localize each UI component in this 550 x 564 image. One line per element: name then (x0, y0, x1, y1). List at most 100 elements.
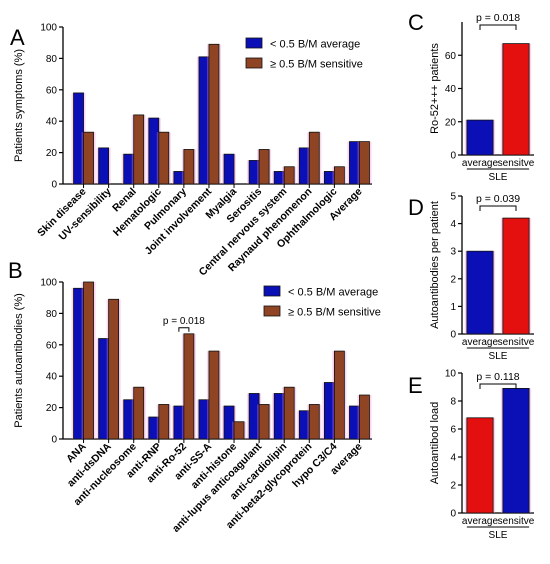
panel-c-sig-label: p = 0.018 (476, 12, 520, 24)
panel-e-bar-average (466, 417, 494, 514)
panel-b-bar-anti-histone-s2 (233, 421, 245, 440)
panel-c-y-tick-label: 40 (445, 84, 457, 95)
panel-c-letter: C (408, 10, 424, 35)
panel-e-sig-bracket (479, 383, 517, 389)
panel-d-bar-sensitve (502, 217, 530, 335)
panel-a-bar-uv-sensibility-s1 (98, 147, 110, 185)
panel-b-bar-ana-s2 (83, 281, 94, 440)
panel-b-sig-label: p = 0.018 (163, 316, 205, 327)
panel-c-bar-sensitve (502, 43, 530, 156)
panel-a-bar-raynaud-phenomenon-s2-group (307, 131, 322, 185)
panel-b-legend-swatch-0-5-b-m-average (263, 285, 281, 297)
panel-b-bar-anti-nucleosome-s2-group (131, 386, 146, 440)
panel-e-y-label: Autoantibod load (429, 402, 441, 485)
panel-b-bar-anti-histone-s2-group (232, 421, 247, 440)
panel-e-y-tick-label: 0 (450, 509, 456, 520)
panel-e-group-label: SLE (489, 530, 508, 541)
panel-b-y-tick-label: 60 (46, 340, 58, 351)
panel-a-bar-ophthalmologic-s1-group (322, 171, 337, 185)
panel-b-bar-anti-dsdna-s2-group (106, 298, 121, 440)
panel-e-sig-label: p = 0.118 (476, 371, 519, 383)
panel-a-y-tick-label: 60 (46, 85, 58, 96)
panel-a-bar-serositis-s2-group (257, 149, 272, 185)
panel-d-sig-label: p = 0.039 (476, 193, 520, 205)
panel-e-y-tick-label: 10 (445, 369, 457, 380)
panel-c-x-label-sensitve: sensitve (498, 158, 535, 169)
panel-a-legend-swatch-0-5-b-m-average (245, 37, 263, 49)
panel-b-bar-anti-ss-a-s1-group (196, 399, 211, 440)
panel-b-bar-anti-cardiolipin-s2 (283, 386, 295, 440)
panel-c-sig-bracket (479, 24, 517, 30)
panel-a-bar-pulmonary-s2-group (181, 149, 196, 185)
panel-a-bar-hematologic-s1-group (146, 117, 161, 185)
panel-a-bar-ophthalmologic-s2 (333, 166, 345, 185)
panel-b-bar-anti-beta2-glycoprotein-s2 (308, 404, 320, 440)
panel-b-y-tick-label: 40 (46, 372, 58, 383)
panel-d-bar-average (466, 250, 494, 335)
panel-c-y-tick-label: 60 (445, 51, 457, 62)
panel-b-y-tick-label: 20 (46, 403, 58, 414)
panel-a-bar-renal-s2-group (131, 114, 146, 185)
panel-a-bar-central-nervous-system-s2 (283, 166, 295, 185)
panel-b-bar-hypo-c3-c4-s2-group (332, 350, 347, 440)
panel-d-y-tick-label: 5 (450, 192, 456, 203)
panel-c-bar-average-group (464, 119, 496, 156)
panel-a-y-tick-label: 0 (51, 180, 57, 191)
panel-d-y-label: Autoantibodies per patient (429, 201, 441, 329)
panel-e-x-label-sensitve: sensitve (498, 516, 535, 527)
panel-d-x-label-average: average (462, 337, 499, 348)
panel-b-bar-anti-dsdna-s1-group (96, 338, 111, 440)
panel-a-bar-hematologic-s2 (158, 131, 170, 185)
panel-d-group-label: SLE (489, 351, 508, 362)
panel-e-letter: E (408, 373, 423, 398)
panel-a-bar-central-nervous-system-s1-group (272, 171, 287, 185)
panel-d-sig-bracket (479, 205, 517, 211)
panel-c-group-label: SLE (489, 172, 508, 183)
panel-d-bar-sensitve-group (500, 217, 532, 335)
panel-a-y-tick-label: 20 (46, 148, 58, 159)
panel-b-bar-hypo-c3-c4-s2 (333, 350, 345, 440)
panel-b-bar-anti-lupus-anticoagulant-s1-group (247, 393, 262, 440)
panel-a-bar-renal-s2 (133, 114, 145, 185)
panel-b-bar-anti-lupus-anticoagulant-s2 (258, 404, 270, 440)
panel-b-sig-bracket (178, 327, 190, 332)
panel-d-y-tick-label: 0 (450, 330, 456, 341)
panel-e-y-tick-label: 8 (450, 397, 456, 408)
panel-b-y-tick-label: 100 (40, 278, 57, 289)
panel-a-bar-skin-disease-s2 (83, 131, 94, 185)
panel-a-y-label: Patients symptoms (%) (13, 49, 25, 162)
panel-a-y-tick-label: 100 (40, 23, 57, 34)
panel-b-bar-anti-nucleosome-s2 (133, 386, 145, 440)
panel-e-y-tick-label: 4 (450, 453, 456, 464)
panel-b-bar-anti-rnp-s2 (158, 404, 170, 440)
panel-d-y-tick-label: 2 (450, 274, 456, 285)
panel-a-legend-label-0-5-b-m-average: < 0.5 B/M average (270, 39, 360, 51)
panel-a-bar-skin-disease-s2-group (81, 131, 96, 185)
panel-d-y-tick-label: 1 (450, 302, 456, 313)
panel-b-bar-anti-cardiolipin-s2-group (282, 386, 297, 440)
panel-a-bar-skin-disease-s1-group (71, 92, 86, 185)
panel-a-bar-average-s2-group (357, 141, 372, 185)
panel-b-bar-anti-dsdna-s2 (108, 298, 120, 440)
panel-a-bar-raynaud-phenomenon-s2 (308, 131, 320, 185)
panel-b-bar-average-s2 (359, 394, 370, 440)
panel-b-bar-anti-lupus-anticoagulant-s2-group (257, 404, 272, 440)
panel-d-letter: D (408, 195, 424, 220)
panel-c-y-label: Ro-52+++ patients (429, 43, 441, 134)
panel-b-bar-anti-beta2-glycoprotein-s2-group (307, 404, 322, 440)
panel-b-bar-average-s2-group (357, 394, 372, 440)
panel-e-bar-average-group (464, 417, 496, 514)
panel-e-y-tick-label: 2 (450, 481, 456, 492)
panel-e-bar-sensitve-group (500, 387, 532, 514)
panel-a-bar-myalgia-s1 (223, 153, 235, 185)
panel-b-bar-anti-cardiolipin-s1-group (272, 393, 287, 440)
panel-d-y-tick-label: 4 (450, 219, 456, 230)
panel-d-y-tick-label: 3 (450, 247, 456, 258)
panel-b-bar-ana-s2-group (81, 281, 96, 440)
panel-a-bar-pulmonary-s2 (183, 149, 195, 185)
panel-a-legend-swatch-0-5-b-m-sensitive (245, 57, 263, 69)
panel-e-y-tick-label: 6 (450, 425, 456, 436)
panel-a-bar-joint-involvement-s2 (208, 43, 220, 185)
panel-a-bar-uv-sensibility-s1-group (96, 147, 111, 185)
